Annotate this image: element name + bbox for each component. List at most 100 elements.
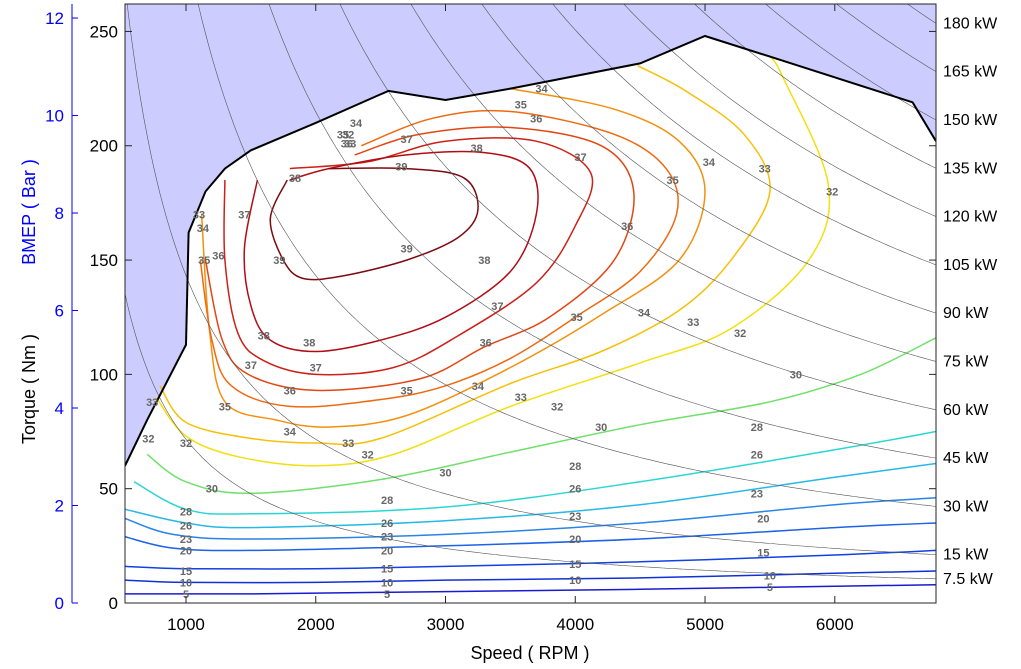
contour-label-33: 33 — [193, 209, 205, 221]
contour-label-30: 30 — [595, 422, 607, 434]
contour-label-32: 32 — [180, 438, 192, 450]
contour-label-5: 5 — [767, 582, 773, 594]
contour-label-32: 32 — [342, 129, 354, 141]
power-axis-labels: 7.5 kW 15 kW 30 kW 45 kW 60 kW 75 kW 90 kW 105 … — [943, 15, 998, 588]
y-axis-title: Torque ( Nm ) — [19, 334, 39, 444]
contour-label-5: 5 — [384, 589, 390, 601]
contour-line-34 — [200, 87, 706, 428]
power-label-30: 30 kW — [943, 498, 989, 515]
contour-label-33: 33 — [342, 438, 354, 450]
contour-label-33: 33 — [515, 392, 527, 404]
contour-label-20: 20 — [381, 545, 393, 557]
contour-label-35: 35 — [570, 312, 582, 324]
contour-label-28: 28 — [569, 461, 581, 473]
bmep-axis: 0 2 4 6 8 10 12 — [45, 9, 78, 613]
contour-label-38: 38 — [258, 331, 270, 343]
power-label-135: 135 kW — [943, 160, 998, 177]
power-label-105: 105 kW — [943, 257, 998, 274]
contour-label-38: 38 — [303, 337, 315, 349]
power-line-60 — [339, 4, 936, 410]
contour-label-10: 10 — [569, 575, 581, 587]
y-tick-label: 250 — [90, 22, 118, 41]
contour-line-26 — [125, 462, 936, 529]
contour-label-23: 23 — [180, 534, 192, 546]
contour-label-35: 35 — [666, 175, 678, 187]
contour-label-26: 26 — [751, 449, 763, 461]
bmep-tick-label: 10 — [45, 107, 64, 126]
contour-label-23: 23 — [381, 532, 393, 544]
contour-label-37: 37 — [574, 152, 586, 164]
power-line-7.5 — [125, 292, 936, 580]
bmep-tick-label: 8 — [55, 204, 64, 223]
power-label-180: 180 kW — [943, 15, 998, 32]
y-tick-label: 50 — [99, 480, 118, 499]
x-tick-label: 5000 — [686, 615, 724, 634]
contour-label-34: 34 — [284, 427, 297, 439]
power-line-45 — [268, 4, 936, 459]
contour-label-20: 20 — [757, 513, 769, 525]
x-axis-title: Speed ( RPM ) — [470, 643, 589, 663]
power-line-135 — [694, 4, 936, 169]
contour-line-10 — [125, 570, 936, 584]
x-axis: 1000 2000 3000 4000 5000 6000 — [167, 4, 854, 634]
power-line-15 — [126, 4, 936, 555]
contour-label-34: 34 — [703, 157, 716, 169]
contour-label-20: 20 — [569, 534, 581, 546]
contour-label-37: 37 — [400, 134, 412, 146]
contour-label-33: 33 — [344, 139, 356, 151]
contour-line-36 — [204, 126, 635, 392]
contour-label-10: 10 — [381, 577, 393, 589]
y-tick-label: 0 — [109, 594, 118, 613]
x-tick-label: 3000 — [427, 615, 465, 634]
contour-label-36: 36 — [530, 113, 542, 125]
contour-label-32: 32 — [362, 449, 374, 461]
contour-label-26: 26 — [180, 520, 192, 532]
power-line-30 — [197, 4, 936, 507]
bmep-tick-label: 6 — [55, 302, 64, 321]
power-label-45: 45 kW — [943, 450, 989, 467]
bmep-tick-label: 0 — [55, 594, 64, 613]
power-label-165: 165 kW — [943, 64, 998, 81]
contour-label-34: 34 — [350, 118, 363, 130]
contour-label-34: 34 — [535, 84, 548, 96]
wot-curve — [125, 34, 936, 467]
contour-label-34: 34 — [197, 223, 210, 235]
contour-label-15: 15 — [757, 548, 769, 560]
contour-label-33: 33 — [759, 164, 771, 176]
contour-label-38: 38 — [478, 255, 490, 267]
contour-label-36: 36 — [341, 139, 353, 151]
contour-label-10: 10 — [180, 577, 192, 589]
contour-line-32 — [155, 56, 831, 467]
contour-label-35: 35 — [219, 401, 231, 413]
contour-label-15: 15 — [180, 566, 192, 578]
contour-label-36: 36 — [621, 221, 633, 233]
efficiency-contours — [125, 56, 936, 595]
contour-label-28: 28 — [751, 422, 763, 434]
contour-line-37 — [223, 137, 594, 376]
power-line-105 — [552, 4, 936, 265]
contour-label-36: 36 — [284, 385, 296, 397]
contour-line-15 — [125, 549, 936, 570]
contour-label-23: 23 — [569, 511, 581, 523]
wot-fill — [125, 4, 936, 466]
contour-label-10: 10 — [764, 571, 776, 583]
contour-label-37: 37 — [491, 301, 503, 313]
power-label-150: 150 kW — [943, 112, 998, 129]
contour-line-39 — [269, 167, 479, 281]
x-tick-label: 6000 — [816, 615, 854, 634]
contour-label-32: 32 — [142, 433, 154, 445]
power-line-150 — [765, 4, 936, 120]
contour-line-23 — [125, 497, 936, 540]
contour-line-5 — [125, 583, 936, 595]
contour-label-36: 36 — [212, 251, 224, 263]
contour-label-39: 39 — [273, 255, 285, 267]
power-label-120: 120 kW — [943, 209, 998, 226]
contour-label-28: 28 — [180, 507, 192, 519]
contour-label-32: 32 — [826, 187, 838, 199]
contour-label-23: 23 — [751, 488, 763, 500]
power-label-15: 15 kW — [943, 547, 989, 564]
contour-label-33: 33 — [687, 317, 699, 329]
wot-line — [125, 34, 936, 467]
